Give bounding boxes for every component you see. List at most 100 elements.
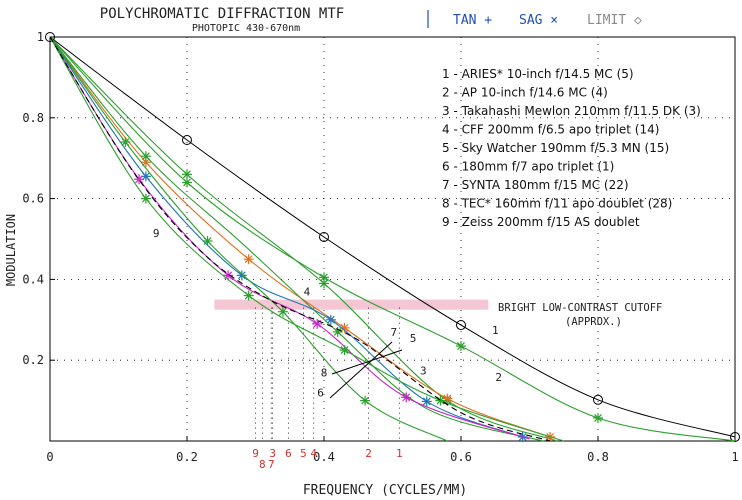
legend-entry: 6 - 180mm f/7 apo triplet (1) xyxy=(442,160,614,174)
marker-stroke xyxy=(320,273,328,282)
curve-label-2: 2 xyxy=(495,371,502,384)
cutoff-label: 9 xyxy=(252,447,259,460)
series-point-marker-1 xyxy=(182,177,192,188)
series-point-marker-5 xyxy=(236,270,247,281)
marker-stroke xyxy=(244,291,253,300)
cutoff-label: 7 xyxy=(268,458,275,471)
marker-stroke xyxy=(402,393,411,402)
marker-stroke xyxy=(183,170,191,179)
x-tick-label: 0.6 xyxy=(450,450,472,464)
series-point-marker-6 xyxy=(312,318,323,329)
marker-stroke xyxy=(326,315,335,324)
legend-entry: 3 - Takahashi Mewlon 210mm f/11.5 DK (3) xyxy=(442,104,701,118)
x-axis-label: FREQUENCY (CYCLES/MM) xyxy=(303,483,467,498)
curve-label-7: 7 xyxy=(391,326,398,339)
limit-point-marker xyxy=(182,135,192,146)
y-tick-label: 0.6 xyxy=(22,192,44,206)
series-line-4 xyxy=(49,36,544,442)
marker-stroke xyxy=(135,175,143,184)
series-point-marker-3 xyxy=(243,254,254,265)
series-point-marker-7 xyxy=(360,395,371,406)
limit-point-marker xyxy=(730,431,740,442)
curve-label-3: 3 xyxy=(420,364,427,377)
cutoff-label: 5 xyxy=(300,447,307,460)
marker-stroke xyxy=(361,396,370,405)
cutoff-label: 4 xyxy=(310,447,317,460)
series-point-marker-7 xyxy=(277,306,288,317)
marker-stroke xyxy=(436,396,445,405)
chart-title: POLYCHROMATIC DIFFRACTION MTF xyxy=(100,6,344,22)
series-point-marker-5 xyxy=(421,396,432,407)
limit-point-marker xyxy=(319,231,329,242)
curve-label-1: 1 xyxy=(492,324,499,337)
cutoff-band-sublabel: (APPROX.) xyxy=(565,316,622,328)
legend-entry: 1 - ARIES* 10-inch f/14.5 MC (5) xyxy=(442,67,634,81)
series-point-marker-6 xyxy=(401,392,412,403)
legend-entry: 9 - Zeiss 200mm f/15 AS doublet xyxy=(442,215,640,229)
marker-stroke xyxy=(457,342,465,350)
cutoff-band xyxy=(214,299,489,310)
curve-label-9: 9 xyxy=(153,227,160,240)
cutoff-label: 3 xyxy=(269,447,276,460)
series-line-1 xyxy=(49,36,736,442)
series-line-2 xyxy=(49,36,558,442)
cutoff-label: 8 xyxy=(259,458,266,471)
marker-stroke xyxy=(183,178,191,187)
x-tick-label: 1 xyxy=(731,450,738,464)
x-tick-label: 0.8 xyxy=(587,450,609,464)
cutoff-label: 1 xyxy=(396,447,403,460)
limit-point-marker xyxy=(456,320,466,331)
series-point-marker-1 xyxy=(456,341,466,352)
series-point-marker-8 xyxy=(243,290,254,301)
series-point-marker-1 xyxy=(593,412,603,423)
y-tick-label: 1 xyxy=(37,30,44,44)
series-point-marker-7 xyxy=(120,137,131,148)
cutoff-label: 6 xyxy=(285,447,292,460)
pointer-line-8 xyxy=(331,349,403,375)
series-point-marker-2 xyxy=(182,169,192,180)
marker-stroke xyxy=(121,138,130,146)
series-point-marker-5 xyxy=(325,314,336,325)
y-tick-label: 0.4 xyxy=(22,272,44,286)
series-line-9 xyxy=(49,36,551,442)
chart-legend: 1 - ARIES* 10-inch f/14.5 MC (5) 2 - AP 1… xyxy=(442,67,701,229)
marker-stroke xyxy=(594,414,602,422)
marker-stroke xyxy=(422,397,431,406)
marker-stroke xyxy=(340,323,349,332)
curve-label-8: 8 xyxy=(321,366,328,379)
chart-subtitle: PHOTOPIC 430-670nm xyxy=(192,23,300,34)
plot-area: 0 0.2 0.4 0.6 0.8 1 0.2 0.4 0.6 0.8 1 BRIGHT LOW-CO… xyxy=(22,30,740,471)
marker-stroke xyxy=(278,307,287,316)
legend-entry: 5 - Sky Watcher 190mm f/5.3 MN (15) xyxy=(442,141,669,155)
limit-point-marker xyxy=(45,32,55,42)
pointer-line-6 xyxy=(329,341,393,399)
series-line-limit xyxy=(49,36,736,438)
series-point-marker-2 xyxy=(319,278,329,289)
legend-entry: 8 - TEC* 160mm f/11 apo doublet (28) xyxy=(442,197,672,211)
legend-marker-limit: LIMIT ◇ xyxy=(587,13,642,28)
marker-stroke xyxy=(141,152,150,161)
curve-label-4: 4 xyxy=(304,286,311,299)
marker-stroke xyxy=(340,346,349,355)
curve-label-6: 6 xyxy=(317,387,324,400)
y-tick-label: 0.8 xyxy=(22,111,44,125)
marker-stroke xyxy=(203,237,212,245)
legend-entry: 4 - CFF 200mm f/6.5 apo triplet (14) xyxy=(442,123,659,137)
cutoff-band-label: BRIGHT LOW-CONTRAST CUTOFF xyxy=(498,302,662,314)
series-point-marker-4 xyxy=(332,326,343,337)
y-axis-label: MODULATION xyxy=(4,214,18,286)
series-line-5 xyxy=(49,36,523,438)
limit-point-marker xyxy=(593,394,603,405)
marker-stroke xyxy=(237,271,246,280)
marker-stroke xyxy=(320,279,328,288)
marker-stroke xyxy=(333,327,342,336)
marker-stroke xyxy=(244,255,253,264)
legend-marker-tan: TAN + xyxy=(453,13,492,28)
series-point-marker-4 xyxy=(140,151,151,162)
curve-label-5: 5 xyxy=(410,332,417,345)
series-point-marker-8 xyxy=(140,193,151,204)
cutoff-label: 2 xyxy=(365,447,372,460)
legend-marker-sag: SAG × xyxy=(519,13,558,28)
series-line-8 xyxy=(49,36,564,442)
